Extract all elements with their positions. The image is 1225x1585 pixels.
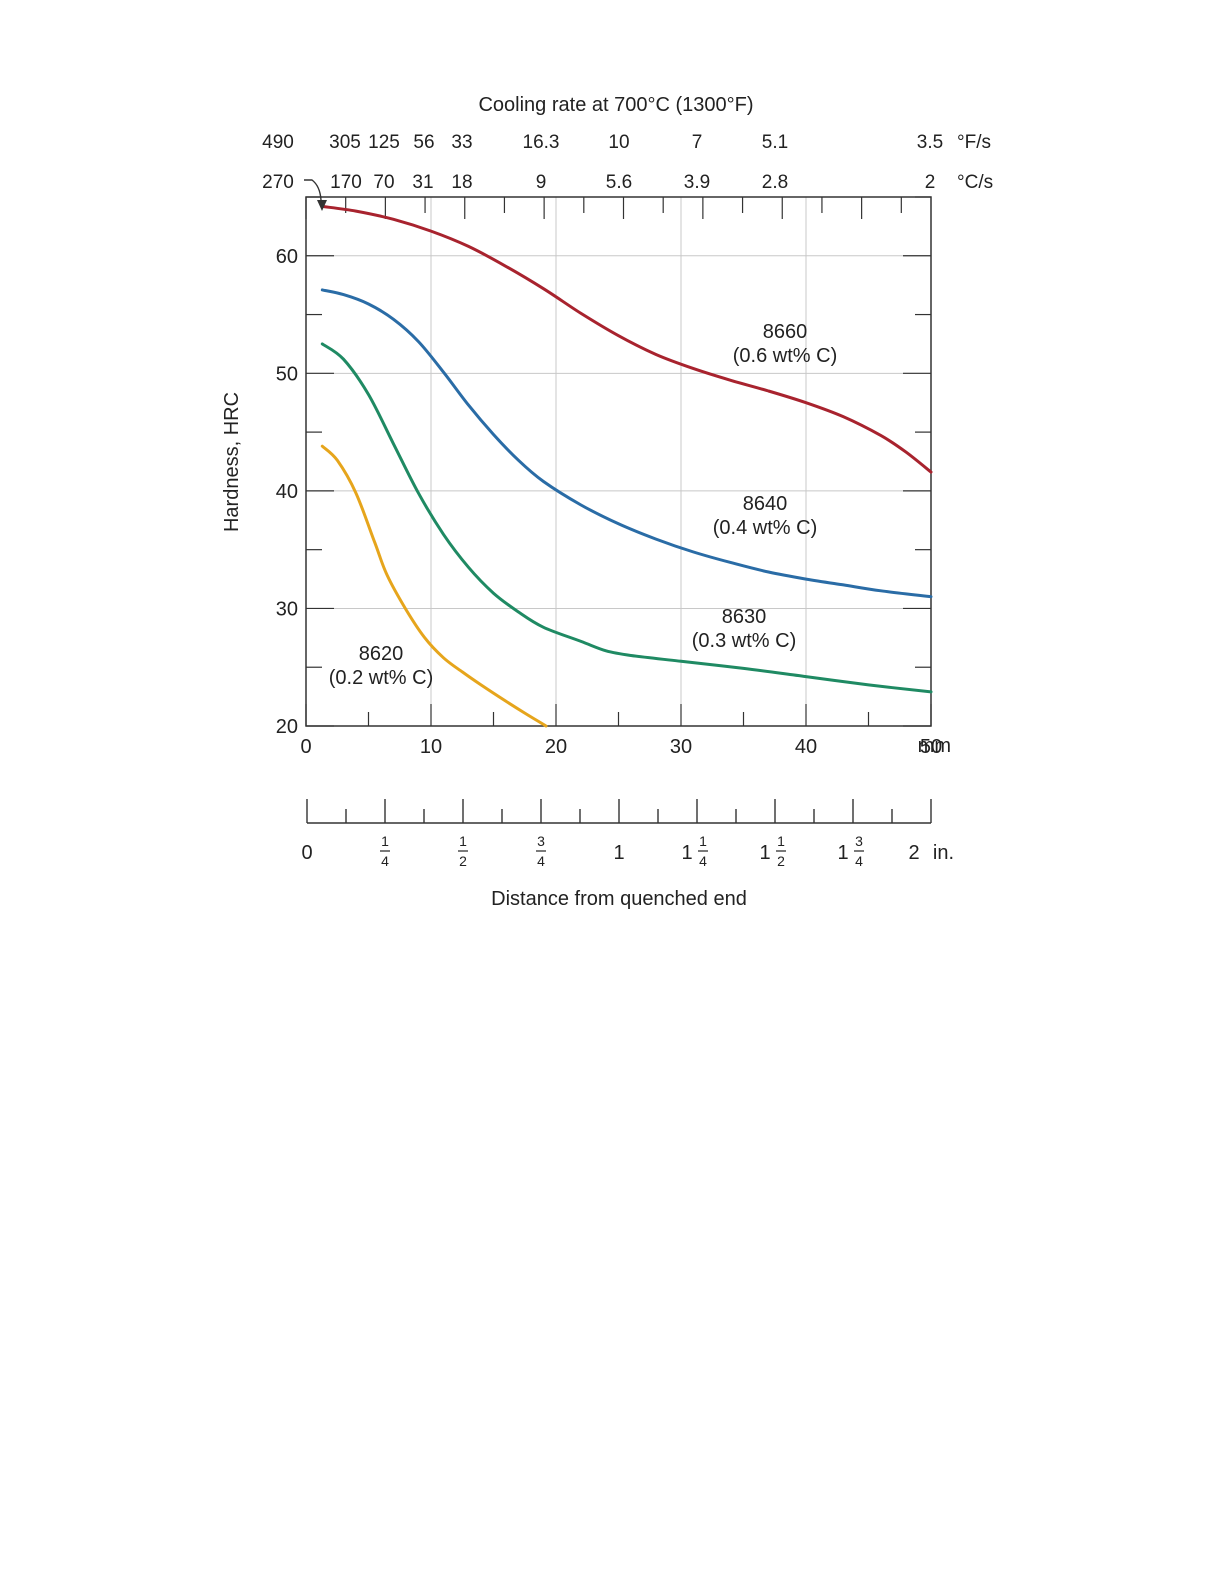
- inch-label-num: 1: [459, 833, 467, 849]
- series-name-8620: 8620: [359, 643, 404, 665]
- rate-c-label: 70: [373, 172, 394, 193]
- series-name-8660: 8660: [763, 321, 808, 343]
- inch-label-num: 1: [381, 833, 389, 849]
- rate-c-label: 2: [925, 172, 936, 193]
- inch-label-whole: 1: [681, 842, 692, 864]
- inch-label-num: 3: [855, 833, 863, 849]
- series-lines: [320, 204, 933, 728]
- rate-c-label: 31: [412, 172, 433, 193]
- x-tick-label: 50: [920, 736, 942, 758]
- x-tick-label: 20: [545, 736, 567, 758]
- rate-c-label: 170: [330, 172, 362, 193]
- inch-label: 1: [613, 842, 624, 864]
- series-line-8660: [320, 204, 933, 474]
- axis-ticks: 20 30 40 50 60 0 10 20 30 40 50: [276, 196, 942, 758]
- rate-pointer-arrowhead: [317, 200, 327, 211]
- series-note-8620: (0.2 wt% C): [329, 667, 433, 689]
- grid: [306, 197, 931, 726]
- x-axis-label: Distance from quenched end: [491, 888, 747, 910]
- rate-c-label: 2.8: [762, 172, 788, 193]
- rate-f-label: 33: [451, 132, 472, 153]
- cooling-rate-scale: 490 305 125 56 33 16.3 10 7 5.1 3.5 270 170 70 31 18 9 5…: [262, 132, 943, 211]
- rate-c-label: 5.6: [606, 172, 632, 193]
- inch-label-num: 1: [777, 833, 785, 849]
- rate-f-label: 56: [413, 132, 434, 153]
- inch-label-den: 4: [855, 853, 863, 869]
- inch-label-whole: 1: [759, 842, 770, 864]
- inch-label-den: 2: [777, 853, 785, 869]
- rate-f-label: 490: [262, 132, 294, 153]
- rate-f-label: 7: [692, 132, 703, 153]
- y-tick-label: 50: [276, 363, 298, 385]
- series-note-8630: (0.3 wt% C): [692, 630, 796, 652]
- x-unit-label: mm: [918, 735, 951, 757]
- series-note-8660: (0.6 wt% C): [733, 345, 837, 367]
- x-tick-label: 40: [795, 736, 817, 758]
- inch-label: 2: [908, 842, 919, 864]
- inch-label-den: 2: [459, 853, 467, 869]
- series-line-8640: [320, 288, 933, 599]
- rate-f-label: 5.1: [762, 132, 788, 153]
- x-tick-label: 30: [670, 736, 692, 758]
- rate-f-label: 3.5: [917, 132, 943, 153]
- rate-c-label: 9: [536, 172, 547, 193]
- inch-label: 0: [301, 842, 312, 864]
- rate-f-label: 16.3: [523, 132, 560, 153]
- inch-label-den: 4: [699, 853, 707, 869]
- rate-c-label: 3.9: [684, 172, 710, 193]
- series-line-8630: [320, 342, 933, 694]
- series-name-8640: 8640: [743, 493, 788, 515]
- y-axis-label: Hardness, HRC: [221, 392, 243, 532]
- inch-label-den: 4: [537, 853, 545, 869]
- series-name-8630: 8630: [722, 606, 767, 628]
- rate-pointer-line: [304, 179, 323, 208]
- rate-c-label: 18: [451, 172, 472, 193]
- rate-c-unit: °C/s: [957, 172, 993, 193]
- chart-title: Cooling rate at 700°C (1300°F): [478, 94, 753, 116]
- y-tick-label: 60: [276, 246, 298, 268]
- inch-label-num: 1: [699, 833, 707, 849]
- series-note-8640: (0.4 wt% C): [713, 517, 817, 539]
- inch-unit-label: in.: [933, 842, 954, 864]
- rate-f-label: 305: [329, 132, 361, 153]
- y-tick-label: 20: [276, 716, 298, 738]
- x-tick-label: 0: [300, 736, 311, 758]
- x-tick-label: 10: [420, 736, 442, 758]
- y-tick-label: 30: [276, 598, 298, 620]
- series-labels: 8660(0.6 wt% C) 8640(0.4 wt% C) 8630(0.3 w…: [329, 321, 837, 689]
- rate-c-label: 270: [262, 172, 294, 193]
- series-line-8620: [320, 444, 548, 728]
- rate-f-label: 10: [608, 132, 629, 153]
- inch-label-den: 4: [381, 853, 389, 869]
- rate-f-label: 125: [368, 132, 400, 153]
- rate-f-unit: °F/s: [957, 132, 991, 153]
- inch-label-whole: 1: [837, 842, 848, 864]
- y-tick-label: 40: [276, 481, 298, 503]
- inch-label-num: 3: [537, 833, 545, 849]
